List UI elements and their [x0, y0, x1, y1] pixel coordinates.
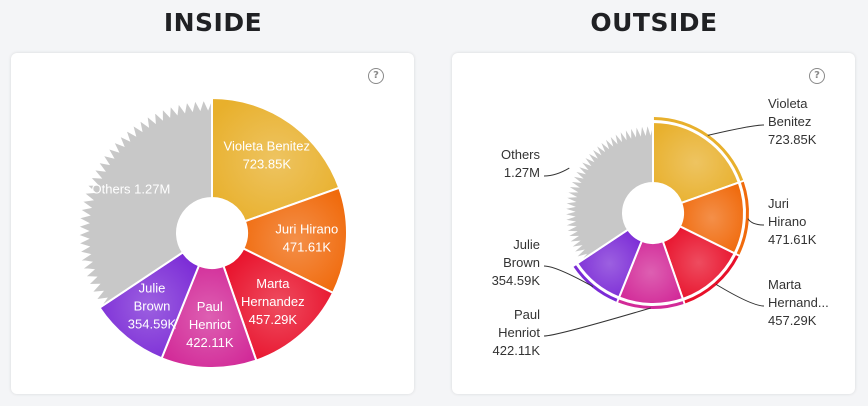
- outside-heading: OUTSIDE: [590, 8, 718, 37]
- data-label-julie-brown: Julie Brown 354.59K: [492, 237, 541, 288]
- leader-line-juri-hirano: [747, 218, 765, 226]
- outside-pie-chart: Violeta Benitez 723.85K Juri Hirano 471.61K Ma…: [492, 96, 829, 358]
- leader-line-violeta-benitez: [707, 124, 765, 136]
- data-label-violeta-benitez: Violeta Benitez 723.85K: [768, 96, 817, 147]
- pie-slice-rim-julie-brown: [573, 265, 618, 302]
- pie-slice-violeta-benitez[interactable]: [211, 96, 341, 223]
- pie-slice-marta-hernandez[interactable]: [222, 247, 335, 362]
- pie-slice-rim-paul-henriot: [618, 299, 684, 309]
- data-label-julie-brown: Julie Brown 354.59K: [128, 281, 177, 332]
- data-label-juri-hirano: Juri Hirano 471.61K: [768, 196, 817, 247]
- leader-line-paul-henriot: [543, 307, 651, 337]
- data-label-paul-henriot: Paul Henriot 422.11K: [493, 307, 541, 358]
- help-icon[interactable]: ?: [368, 68, 384, 84]
- leader-line-marta-hernand: [715, 283, 765, 307]
- data-label-paul-henriot: Paul Henriot 422.11K: [186, 299, 234, 350]
- pie-slice-rim-marta-hernand: [684, 255, 739, 304]
- data-label-others: Others 1.27M: [92, 182, 171, 197]
- inside-pie-chart: Violeta Benitez 723.85K Juri Hirano 471.61K…: [74, 95, 348, 369]
- leader-line-others: [543, 167, 570, 177]
- pie-slice-rim-juri-hirano: [736, 181, 749, 255]
- pie-slice-others[interactable]: [74, 95, 213, 309]
- pie-slice-juri-hirano[interactable]: [242, 186, 348, 295]
- data-label-marta-hernand: Marta Hernand... 457.29K: [768, 277, 829, 328]
- data-label-others: Others 1.27M: [501, 147, 541, 180]
- pie-slice-others[interactable]: [561, 121, 654, 265]
- inside-heading: INSIDE: [163, 8, 263, 37]
- pie-slice-rim-violeta-benitez: [653, 117, 744, 181]
- data-label-violeta-benitez: Violeta Benitez 723.85K: [224, 138, 311, 171]
- inside-chart-card: ? Violeta Benitez 723.85K Juri Hirano 471.6…: [11, 53, 414, 394]
- pie-slice-violeta-benitez[interactable]: [652, 120, 741, 205]
- data-label-marta-hernandez: Marta Hernandez 457.29K: [241, 276, 305, 327]
- leader-line-julie-brown: [543, 265, 594, 288]
- outside-chart-card: ? Violeta Benitez 723.85K Juri Hirano 471.61K…: [452, 53, 855, 394]
- data-label-juri-hirano: Juri Hirano 471.61K: [275, 222, 338, 255]
- help-icon[interactable]: ?: [809, 68, 825, 84]
